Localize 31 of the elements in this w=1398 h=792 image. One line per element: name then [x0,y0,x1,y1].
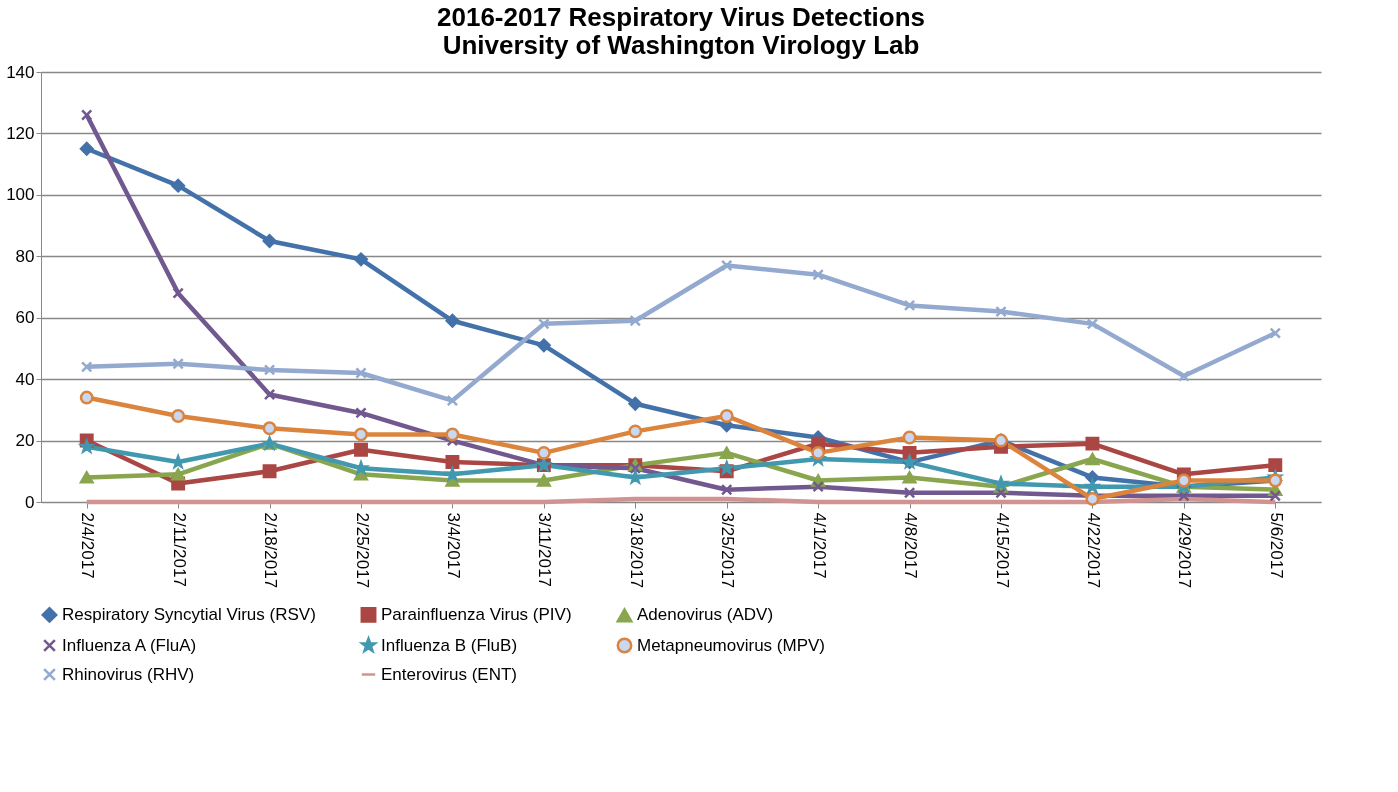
legend-label: Enterovirus (ENT) [381,664,518,684]
y-tick-label: 0 [25,492,35,512]
y-tick-label: 100 [6,185,35,205]
x-tick-label: 2/4/2017 [78,512,98,579]
x-tick-label: 4/15/2017 [992,512,1012,589]
chart-title: 2016-2017 Respiratory Virus Detections University of Washington Virology Lab [437,2,925,60]
y-tick-label: 120 [6,123,35,143]
y-tick-label: 40 [15,369,35,389]
legend-label: Adenovirus (ADV) [637,605,774,625]
x-tick-label: 4/1/2017 [809,512,829,579]
x-tick-label: 3/4/2017 [443,512,463,579]
y-tick-label: 140 [6,62,35,82]
x-tick-label: 5/6/2017 [1266,512,1286,579]
x-tick-label: 2/18/2017 [261,512,281,589]
y-tick-label: 60 [15,308,35,328]
x-tick-label: 2/25/2017 [352,512,372,589]
x-tick-label: 4/8/2017 [901,512,921,579]
y-tick-label: 80 [15,246,35,266]
x-tick-label: 3/11/2017 [535,512,555,587]
x-tick-label: 3/25/2017 [718,512,738,589]
legend-label: Respiratory Syncytial Virus (RSV) [62,604,316,624]
legend-label: Metapneumovirus (MPV) [637,635,826,655]
x-tick-label: 3/18/2017 [626,512,646,589]
x-tick-label: 4/22/2017 [1083,512,1103,589]
legend-label: Parainfluenza Virus (PIV) [381,604,572,624]
legend-label: Influenza B (FluB) [381,635,518,655]
x-tick-label: 4/29/2017 [1175,512,1195,589]
x-tick-label: 2/11/2017 [169,512,189,587]
legend-label: Rhinovirus (RHV) [62,664,195,684]
y-tick-label: 20 [15,431,35,451]
legend-label: Influenza A (FluA) [62,635,197,655]
